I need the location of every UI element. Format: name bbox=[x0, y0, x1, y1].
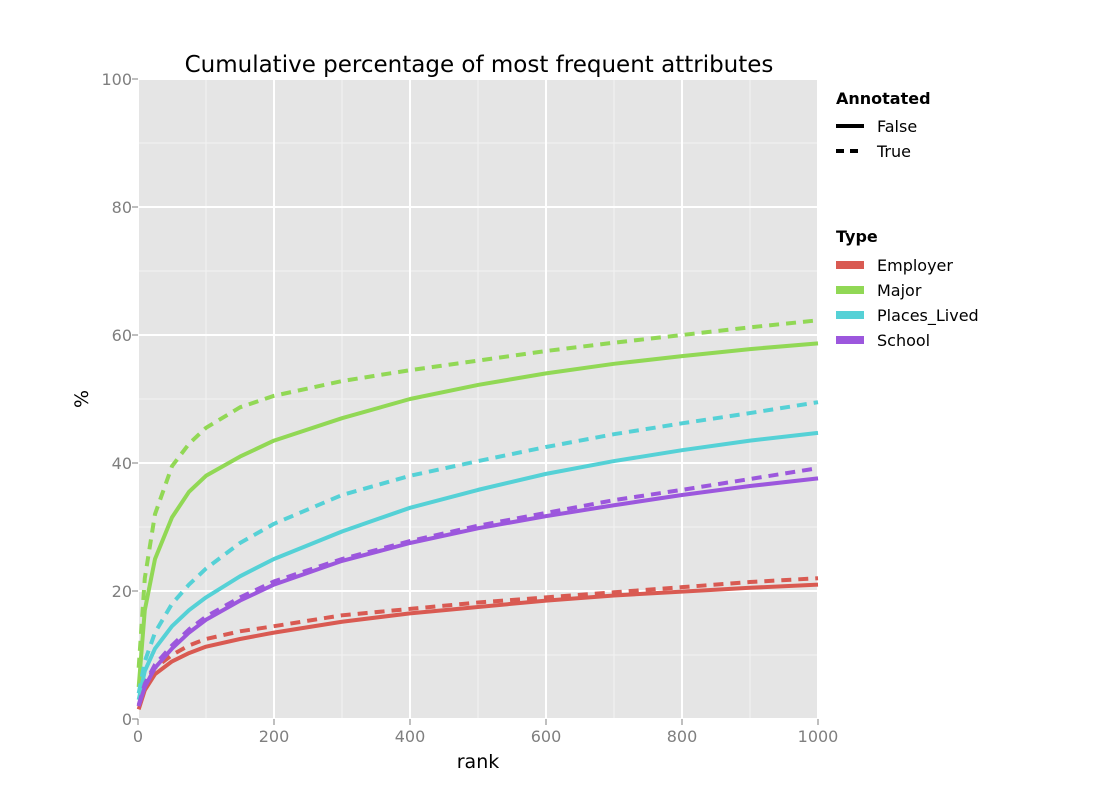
legend-label-false: False bbox=[877, 117, 917, 136]
y-axis-title: % bbox=[71, 390, 93, 408]
legend-label-employer: Employer bbox=[877, 256, 953, 275]
series-line-school-false bbox=[136, 476, 819, 707]
legend-title-type: Type bbox=[836, 227, 878, 246]
y-tick-label: 60 bbox=[112, 326, 132, 345]
x-tick-label: 600 bbox=[531, 727, 562, 746]
series-line-major-false bbox=[136, 341, 819, 688]
x-tick-label: 1000 bbox=[798, 727, 839, 746]
y-tick-label: 80 bbox=[112, 198, 132, 217]
x-tick-label: 800 bbox=[667, 727, 698, 746]
y-tick-label: 0 bbox=[122, 710, 132, 729]
legend-label-major: Major bbox=[877, 281, 922, 300]
chart-title: Cumulative percentage of most frequent a… bbox=[185, 52, 774, 78]
legend-label-places-lived: Places_Lived bbox=[877, 306, 979, 326]
x-tick-label: 0 bbox=[133, 727, 143, 746]
y-tick-label: 20 bbox=[112, 582, 132, 601]
series-lines bbox=[136, 318, 819, 711]
legend-swatch-school bbox=[836, 336, 864, 344]
series-line-places-lived-false bbox=[136, 430, 819, 701]
major-gridlines bbox=[137, 78, 819, 720]
legend-label-true: True bbox=[876, 142, 911, 161]
y-tick-label: 100 bbox=[101, 70, 132, 89]
legend-title-annotated: Annotated bbox=[836, 89, 931, 108]
y-tick-label: 40 bbox=[112, 454, 132, 473]
legend: Annotated False True Type Employer Major Place… bbox=[836, 89, 979, 350]
x-tick-label: 200 bbox=[259, 727, 290, 746]
legend-swatch-places-lived bbox=[836, 311, 864, 319]
x-tick-label: 400 bbox=[395, 727, 426, 746]
series-line-employer-false bbox=[136, 582, 819, 711]
series-line-school-true bbox=[136, 466, 819, 706]
legend-label-school: School bbox=[877, 331, 930, 350]
x-axis-title: rank bbox=[457, 751, 500, 773]
series-line-places-lived-true bbox=[136, 400, 819, 694]
legend-swatch-major bbox=[836, 286, 864, 294]
axes: 0 200 400 600 800 1000 0 20 40 60 80 100 bbox=[101, 70, 838, 746]
series-line-employer-true bbox=[136, 576, 819, 707]
legend-swatch-employer bbox=[836, 261, 864, 269]
